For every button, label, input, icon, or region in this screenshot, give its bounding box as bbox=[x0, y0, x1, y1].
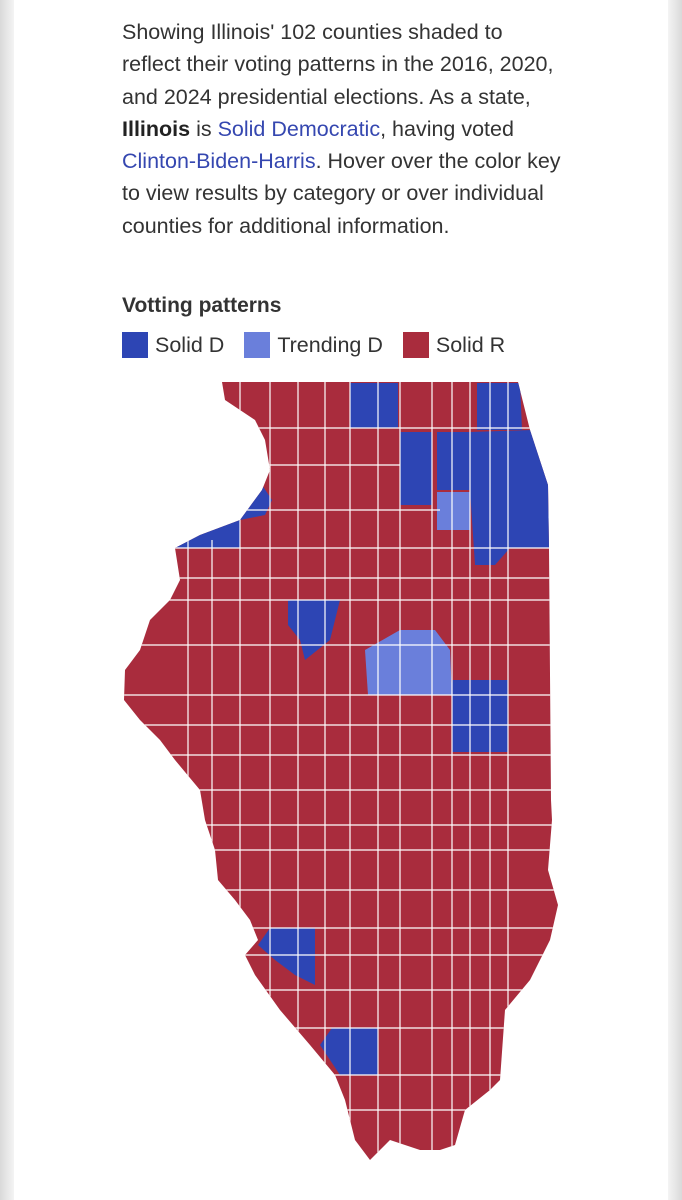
county[interactable] bbox=[288, 600, 340, 660]
link[interactable]: Solid Democratic bbox=[217, 116, 381, 141]
text: . Hover over the color key to view resul… bbox=[122, 149, 561, 238]
county[interactable] bbox=[437, 432, 470, 490]
text: Illinois bbox=[122, 116, 191, 141]
legend-swatch bbox=[402, 332, 429, 358]
legend-swatch bbox=[122, 332, 148, 358]
county[interactable] bbox=[477, 383, 522, 430]
text: , having voted bbox=[380, 116, 514, 141]
legend-label: Solid R bbox=[435, 332, 506, 357]
legend-title: Votting patterns bbox=[122, 294, 282, 317]
text: is bbox=[190, 116, 218, 141]
legend-label: Solid D bbox=[155, 332, 225, 357]
legend-swatch bbox=[244, 332, 271, 358]
text: Showing Illinois' 102 counties shaded to… bbox=[122, 20, 554, 109]
county[interactable] bbox=[452, 680, 508, 752]
legend: Solid D Trending D Solid R bbox=[122, 332, 505, 358]
county[interactable] bbox=[470, 430, 552, 565]
frame-edge bbox=[0, 0, 14, 1200]
legend-item[interactable]: Solid D bbox=[122, 332, 224, 358]
county[interactable] bbox=[320, 1028, 378, 1075]
frame-edge bbox=[668, 0, 682, 1200]
county[interactable] bbox=[350, 383, 398, 428]
county[interactable] bbox=[437, 492, 470, 530]
counties bbox=[124, 382, 558, 1160]
description: Showing Illinois' 102 counties shaded to… bbox=[122, 16, 562, 242]
legend-item[interactable]: Trending D bbox=[244, 332, 383, 358]
link[interactable]: Clinton-Biden-Harris bbox=[122, 149, 316, 174]
legend-label: Trending D bbox=[277, 332, 383, 357]
county[interactable] bbox=[365, 630, 452, 695]
county[interactable] bbox=[258, 928, 315, 985]
county[interactable] bbox=[400, 432, 432, 505]
legend-item[interactable]: Solid R bbox=[402, 332, 506, 358]
